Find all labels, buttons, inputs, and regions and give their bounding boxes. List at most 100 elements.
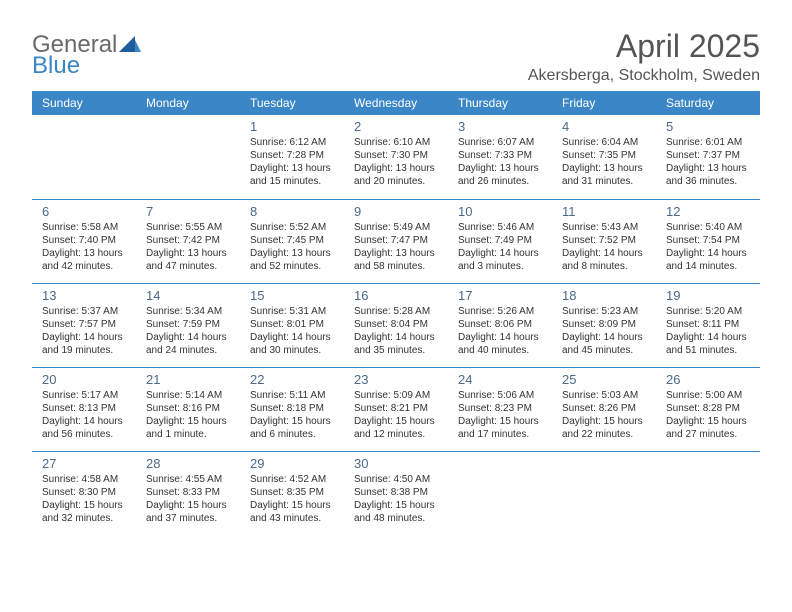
daylight-text: and 19 minutes. bbox=[42, 344, 130, 357]
sunrise-text: Sunrise: 5:34 AM bbox=[146, 305, 234, 318]
sunrise-text: Sunrise: 5:20 AM bbox=[666, 305, 754, 318]
calendar-cell: 28Sunrise: 4:55 AMSunset: 8:33 PMDayligh… bbox=[136, 451, 240, 535]
sunset-text: Sunset: 7:42 PM bbox=[146, 234, 234, 247]
sunset-text: Sunset: 7:37 PM bbox=[666, 149, 754, 162]
sunset-text: Sunset: 8:23 PM bbox=[458, 402, 546, 415]
day-number: 28 bbox=[146, 456, 234, 471]
sunrise-text: Sunrise: 5:14 AM bbox=[146, 389, 234, 402]
day-number: 27 bbox=[42, 456, 130, 471]
sunset-text: Sunset: 8:30 PM bbox=[42, 486, 130, 499]
calendar-cell: 5Sunrise: 6:01 AMSunset: 7:37 PMDaylight… bbox=[656, 115, 760, 199]
sunrise-text: Sunrise: 5:37 AM bbox=[42, 305, 130, 318]
daylight-text: and 12 minutes. bbox=[354, 428, 442, 441]
daylight-text: and 15 minutes. bbox=[250, 175, 338, 188]
sunset-text: Sunset: 7:47 PM bbox=[354, 234, 442, 247]
day-number: 11 bbox=[562, 204, 650, 219]
sunset-text: Sunset: 7:40 PM bbox=[42, 234, 130, 247]
sunset-text: Sunset: 8:35 PM bbox=[250, 486, 338, 499]
daylight-text: and 20 minutes. bbox=[354, 175, 442, 188]
day-number: 20 bbox=[42, 372, 130, 387]
sunset-text: Sunset: 8:01 PM bbox=[250, 318, 338, 331]
day-number: 6 bbox=[42, 204, 130, 219]
daylight-text: and 14 minutes. bbox=[666, 260, 754, 273]
daylight-text: Daylight: 15 hours bbox=[146, 499, 234, 512]
sunset-text: Sunset: 7:30 PM bbox=[354, 149, 442, 162]
sunset-text: Sunset: 7:35 PM bbox=[562, 149, 650, 162]
calendar-cell: 11Sunrise: 5:43 AMSunset: 7:52 PMDayligh… bbox=[552, 199, 656, 283]
daylight-text: Daylight: 14 hours bbox=[458, 247, 546, 260]
calendar-cell: 13Sunrise: 5:37 AMSunset: 7:57 PMDayligh… bbox=[32, 283, 136, 367]
daylight-text: Daylight: 13 hours bbox=[354, 162, 442, 175]
calendar-cell bbox=[552, 451, 656, 535]
daylight-text: and 40 minutes. bbox=[458, 344, 546, 357]
sunrise-text: Sunrise: 5:00 AM bbox=[666, 389, 754, 402]
calendar-cell bbox=[136, 115, 240, 199]
sunrise-text: Sunrise: 4:55 AM bbox=[146, 473, 234, 486]
calendar-row: 6 Sunrise: 5:58 AMSunset: 7:40 PM Daylight… bbox=[32, 199, 760, 283]
sunrise-text: Sunrise: 5:40 AM bbox=[666, 221, 754, 234]
sunset-text: Sunset: 8:21 PM bbox=[354, 402, 442, 415]
sunrise-text: Sunrise: 4:52 AM bbox=[250, 473, 338, 486]
daylight-text: Daylight: 14 hours bbox=[666, 331, 754, 344]
daylight-text: Daylight: 15 hours bbox=[250, 499, 338, 512]
daylight-text: and 27 minutes. bbox=[666, 428, 754, 441]
daylight-text: and 58 minutes. bbox=[354, 260, 442, 273]
daylight-text: and 3 minutes. bbox=[458, 260, 546, 273]
sunset-text: Sunset: 8:16 PM bbox=[146, 402, 234, 415]
logo-triangle-icon bbox=[119, 34, 141, 57]
sunset-text: Sunset: 8:13 PM bbox=[42, 402, 130, 415]
daylight-text: Daylight: 13 hours bbox=[250, 162, 338, 175]
day-number: 5 bbox=[666, 119, 754, 134]
calendar-cell: 7Sunrise: 5:55 AMSunset: 7:42 PMDaylight… bbox=[136, 199, 240, 283]
calendar-cell: 27Sunrise: 4:58 AMSunset: 8:30 PMDayligh… bbox=[32, 451, 136, 535]
calendar-cell: 16Sunrise: 5:28 AMSunset: 8:04 PMDayligh… bbox=[344, 283, 448, 367]
daylight-text: and 32 minutes. bbox=[42, 512, 130, 525]
daylight-text: and 26 minutes. bbox=[458, 175, 546, 188]
calendar-cell bbox=[448, 451, 552, 535]
daylight-text: and 36 minutes. bbox=[666, 175, 754, 188]
daylight-text: Daylight: 15 hours bbox=[250, 415, 338, 428]
day-number: 2 bbox=[354, 119, 442, 134]
daylight-text: and 51 minutes. bbox=[666, 344, 754, 357]
sunrise-text: Sunrise: 5:49 AM bbox=[354, 221, 442, 234]
calendar-cell: 19Sunrise: 5:20 AMSunset: 8:11 PMDayligh… bbox=[656, 283, 760, 367]
sunrise-text: Sunrise: 6:07 AM bbox=[458, 136, 546, 149]
daylight-text: and 17 minutes. bbox=[458, 428, 546, 441]
sunrise-text: Sunrise: 5:28 AM bbox=[354, 305, 442, 318]
day-number: 25 bbox=[562, 372, 650, 387]
daylight-text: Daylight: 15 hours bbox=[146, 415, 234, 428]
sunrise-text: Sunrise: 6:01 AM bbox=[666, 136, 754, 149]
sunrise-text: Sunrise: 5:58 AM bbox=[42, 221, 130, 234]
calendar-cell: 15Sunrise: 5:31 AMSunset: 8:01 PMDayligh… bbox=[240, 283, 344, 367]
sunrise-text: Sunrise: 5:26 AM bbox=[458, 305, 546, 318]
day-number: 22 bbox=[250, 372, 338, 387]
calendar-cell: 20Sunrise: 5:17 AMSunset: 8:13 PMDayligh… bbox=[32, 367, 136, 451]
calendar-page: GeneralBlue April 2025 Akersberga, Stock… bbox=[0, 0, 792, 545]
daylight-text: and 30 minutes. bbox=[250, 344, 338, 357]
day-header-row: Sunday Monday Tuesday Wednesday Thursday… bbox=[32, 91, 760, 115]
sunset-text: Sunset: 8:09 PM bbox=[562, 318, 650, 331]
logo: GeneralBlue bbox=[32, 28, 141, 78]
sunset-text: Sunset: 8:26 PM bbox=[562, 402, 650, 415]
daylight-text: and 48 minutes. bbox=[354, 512, 442, 525]
sunrise-text: Sunrise: 5:46 AM bbox=[458, 221, 546, 234]
calendar-cell: 8Sunrise: 5:52 AMSunset: 7:45 PMDaylight… bbox=[240, 199, 344, 283]
calendar-row: 1Sunrise: 6:12 AMSunset: 7:28 PMDaylight… bbox=[32, 115, 760, 199]
day-number: 12 bbox=[666, 204, 754, 219]
sunrise-text: Sunrise: 4:50 AM bbox=[354, 473, 442, 486]
header: GeneralBlue April 2025 Akersberga, Stock… bbox=[32, 28, 760, 85]
calendar-cell: 22Sunrise: 5:11 AMSunset: 8:18 PMDayligh… bbox=[240, 367, 344, 451]
daylight-text: and 47 minutes. bbox=[146, 260, 234, 273]
sunrise-text: Sunrise: 5:52 AM bbox=[250, 221, 338, 234]
day-header: Sunday bbox=[32, 91, 136, 115]
sunset-text: Sunset: 7:28 PM bbox=[250, 149, 338, 162]
daylight-text: Daylight: 14 hours bbox=[146, 331, 234, 344]
calendar-cell: 4Sunrise: 6:04 AMSunset: 7:35 PMDaylight… bbox=[552, 115, 656, 199]
title-block: April 2025 Akersberga, Stockholm, Sweden bbox=[528, 28, 760, 85]
daylight-text: and 45 minutes. bbox=[562, 344, 650, 357]
daylight-text: Daylight: 15 hours bbox=[458, 415, 546, 428]
day-number: 1 bbox=[250, 119, 338, 134]
day-number: 19 bbox=[666, 288, 754, 303]
sunset-text: Sunset: 8:28 PM bbox=[666, 402, 754, 415]
day-number: 18 bbox=[562, 288, 650, 303]
